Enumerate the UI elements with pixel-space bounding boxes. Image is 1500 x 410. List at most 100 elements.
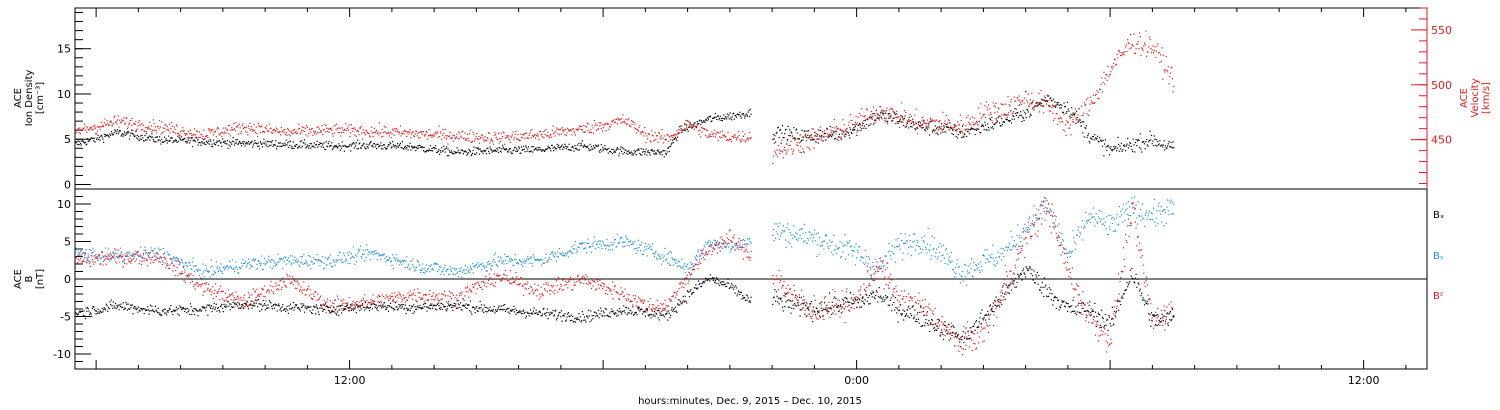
data-point [957, 121, 959, 123]
data-point [309, 256, 311, 258]
data-point [119, 129, 121, 132]
data-point [574, 148, 576, 150]
data-point [1010, 110, 1012, 112]
data-point [452, 273, 454, 275]
data-point [717, 115, 719, 117]
data-point [1010, 230, 1012, 232]
data-point [1008, 104, 1010, 106]
data-point [902, 121, 904, 123]
data-point [919, 125, 921, 127]
data-point [205, 135, 208, 137]
data-point [915, 129, 917, 131]
data-point [633, 248, 635, 250]
data-point [243, 127, 245, 129]
data-point [1055, 219, 1057, 221]
data-point [448, 274, 450, 276]
data-point [336, 146, 338, 148]
data-point [358, 134, 360, 136]
data-point [1134, 52, 1136, 54]
data-point [703, 244, 705, 246]
data-point [509, 147, 511, 149]
data-point [1124, 51, 1126, 53]
data-point [609, 126, 611, 128]
data-point [639, 152, 641, 155]
data-point [108, 124, 110, 126]
data-point [968, 133, 971, 135]
data-point [1059, 107, 1061, 109]
data-point [732, 113, 734, 115]
data-point [155, 141, 157, 143]
data-point [404, 266, 406, 269]
data-point [612, 244, 614, 246]
data-point [721, 120, 723, 122]
data-point [747, 115, 749, 117]
data-point [504, 253, 506, 255]
data-point [854, 129, 856, 131]
data-point [514, 133, 516, 135]
data-point [239, 267, 241, 269]
data-point [1104, 139, 1106, 141]
data-point [700, 123, 702, 125]
data-point [131, 117, 133, 119]
data-point [223, 266, 225, 268]
data-point [922, 120, 924, 123]
data-point [966, 270, 968, 272]
data-point [1056, 113, 1058, 115]
data-point [179, 272, 181, 274]
data-point [141, 260, 143, 262]
data-point [786, 227, 788, 229]
data-point [642, 253, 644, 256]
data-point [319, 142, 321, 144]
data-point [916, 127, 918, 130]
data-point [1142, 140, 1144, 142]
data-point [321, 125, 323, 127]
data-point [1149, 38, 1151, 40]
data-point [1059, 116, 1062, 118]
data-point [160, 248, 162, 251]
data-point [744, 115, 747, 117]
data-point [1102, 223, 1104, 225]
data-point [500, 258, 502, 260]
data-point [875, 110, 877, 112]
data-point [728, 140, 730, 142]
data-point [1048, 104, 1050, 106]
data-point [604, 123, 607, 125]
data-point [859, 126, 861, 128]
data-point [857, 116, 859, 118]
data-point [1066, 256, 1069, 258]
data-point [448, 150, 450, 152]
data-point [230, 266, 232, 268]
data-point [261, 143, 263, 145]
data-point [588, 242, 590, 244]
data-point [518, 263, 520, 265]
data-point [1062, 239, 1064, 241]
data-point [621, 121, 623, 123]
data-point [206, 141, 208, 143]
data-point [705, 129, 707, 131]
data-point [627, 153, 629, 155]
data-point [917, 245, 919, 247]
data-point [82, 259, 84, 261]
data-point [123, 261, 125, 263]
data-point [388, 256, 390, 259]
data-point [136, 134, 138, 136]
data-point [600, 122, 602, 124]
data-point [808, 137, 810, 139]
data-point [497, 265, 499, 267]
data-point [525, 145, 527, 147]
data-point [411, 260, 413, 262]
data-point [959, 273, 961, 275]
data-point [838, 133, 840, 135]
data-point [595, 123, 597, 125]
data-point [257, 260, 259, 262]
data-point [859, 112, 861, 115]
data-point [845, 133, 847, 135]
data-point [663, 135, 665, 137]
data-point [322, 146, 324, 148]
data-point [884, 117, 886, 119]
data-point [503, 148, 505, 150]
data-point [79, 250, 82, 253]
data-point [885, 255, 887, 257]
data-point [332, 135, 334, 137]
data-point [85, 249, 87, 251]
